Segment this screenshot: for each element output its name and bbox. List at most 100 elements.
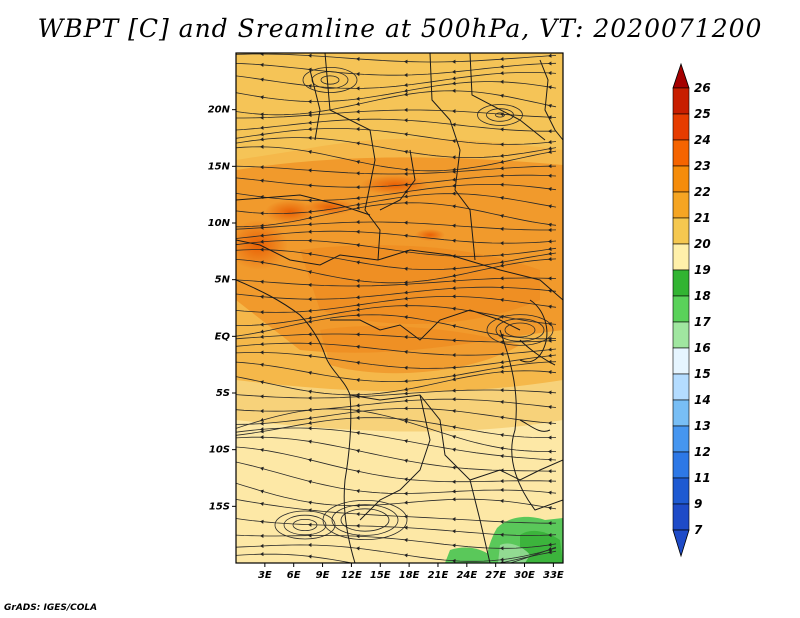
colorbar-label: 9: [694, 497, 702, 511]
flow-arrow: [452, 324, 456, 329]
colorbar-box: [672, 295, 690, 323]
flow-arrow: [356, 489, 360, 494]
colorbar-box: [672, 347, 690, 375]
flow-arrow: [356, 205, 360, 210]
flow-arrow: [500, 57, 504, 62]
streamline-swirl: [495, 112, 505, 118]
flow-arrow: [452, 479, 456, 484]
latitude-axis: 20N 15N 10N 5N EQ 5S 10S 15S: [208, 105, 236, 512]
flow-arrow: [260, 334, 264, 339]
flow-arrow: [308, 315, 312, 320]
flow-arrow: [260, 115, 264, 120]
flow-arrow: [308, 542, 312, 548]
flow-arrow: [356, 109, 360, 114]
flow-arrow: [404, 282, 408, 287]
flow-arrow: [308, 127, 312, 132]
flow-arrow: [356, 96, 360, 101]
flow-arrow: [260, 417, 264, 422]
flow-arrow: [260, 260, 264, 265]
flow-arrow: [260, 543, 264, 548]
colorbar-box: [672, 451, 690, 479]
flow-arrow: [548, 550, 552, 555]
flow-arrow: [404, 315, 408, 320]
flow-arrow: [500, 478, 504, 484]
flow-arrow: [452, 489, 456, 494]
flow-arrow: [404, 406, 408, 411]
flow-arrow: [404, 477, 408, 482]
flow-arrow: [260, 519, 264, 524]
flow-arrow: [356, 512, 360, 517]
flow-arrow: [548, 146, 552, 151]
flow-arrow: [260, 552, 264, 557]
flow-arrow: [452, 191, 456, 196]
flow-arrow: [500, 226, 504, 231]
flow-arrow: [548, 338, 552, 343]
flow-arrow: [356, 202, 360, 207]
flow-arrow: [308, 282, 312, 287]
flow-arrow: [500, 351, 504, 357]
flow-arrow: [548, 276, 552, 281]
streamline-swirl: [340, 508, 390, 532]
flow-arrow: [500, 214, 504, 219]
map-frame: [235, 52, 564, 564]
flow-arrow: [260, 310, 264, 315]
flow-arrow: [452, 408, 456, 414]
flow-arrow: [548, 542, 552, 547]
flow-arrow: [452, 425, 456, 430]
flow-arrow: [356, 243, 360, 248]
lon-tick-label: 12E: [341, 570, 362, 581]
flow-arrow: [308, 251, 312, 257]
colorbar-label: 26: [694, 81, 711, 95]
flow-arrow: [548, 449, 552, 454]
lon-tick-label: 15E: [370, 570, 391, 581]
flow-arrow: [452, 273, 456, 278]
streamline-swirl: [283, 514, 327, 536]
flow-arrow: [308, 99, 312, 104]
flow-arrow: [500, 364, 504, 370]
flow-arrow: [404, 500, 408, 505]
flow-arrow: [548, 390, 552, 395]
lat-tick-label: EQ: [215, 331, 231, 342]
flow-arrow: [500, 560, 504, 563]
colorbar-label: 7: [694, 523, 703, 537]
streamline-swirl: [274, 510, 336, 540]
flow-arrow: [308, 120, 312, 125]
colorbar-label: 24: [694, 133, 711, 147]
flow-arrow: [404, 132, 408, 137]
flow-arrow: [356, 185, 360, 190]
flow-arrow: [548, 304, 552, 309]
flow-arrow: [356, 295, 360, 300]
flow-arrow: [308, 332, 312, 337]
flow-arrow: [308, 215, 312, 220]
streamline-swirl: [504, 322, 536, 338]
colorbar-box: [672, 113, 690, 141]
flow-arrow: [404, 149, 408, 154]
flow-arrow: [356, 378, 360, 383]
flow-arrow: [404, 553, 408, 558]
colorbar-label: 20: [694, 237, 711, 251]
flow-arrow: [548, 53, 552, 58]
flow-arrow: [548, 239, 552, 244]
flow-arrow: [404, 349, 408, 355]
flow-arrow: [452, 109, 456, 114]
flow-arrow: [308, 238, 312, 243]
flow-arrow: [260, 233, 264, 238]
flow-arrow: [500, 166, 504, 171]
flow-arrow: [356, 101, 360, 106]
map-title: WBPT [C] and Sreamline at 500hPa, VT: 20…: [37, 14, 763, 43]
flow-arrow: [308, 458, 312, 463]
flow-arrow: [308, 53, 312, 58]
flow-arrow: [500, 532, 504, 537]
flow-arrow: [260, 447, 264, 453]
flow-arrow: [356, 283, 360, 289]
flow-arrow: [356, 430, 360, 436]
lon-tick-label: 30E: [514, 570, 535, 581]
flow-arrow: [308, 416, 312, 421]
flow-arrow: [308, 168, 312, 173]
flow-arrow: [404, 458, 408, 463]
flow-arrow: [452, 338, 456, 343]
flow-arrow: [548, 149, 552, 154]
colorbar-box: [672, 243, 690, 271]
flow-arrow: [500, 153, 504, 158]
